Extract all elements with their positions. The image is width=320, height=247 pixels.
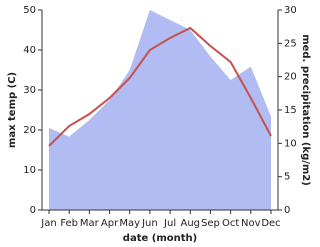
x-tick-label: Mar — [80, 218, 100, 229]
y2-tick-label: 10 — [284, 138, 297, 149]
x-tick-label: Aug — [181, 218, 201, 229]
y2-tick-label: 20 — [284, 72, 297, 83]
y2-tick-label: 15 — [284, 105, 297, 116]
y-axis-title: max temp (C) — [7, 72, 18, 148]
x-tick-label: Nov — [241, 218, 261, 229]
y2-tick-label: 5 — [284, 172, 290, 183]
x-tick-label: May — [119, 218, 140, 229]
y-tick-label: 10 — [23, 165, 36, 176]
x-tick-label: Feb — [60, 218, 78, 229]
y-tick-label: 30 — [23, 85, 36, 96]
x-tick-label: Apr — [101, 218, 119, 229]
y-tick-label: 20 — [23, 125, 36, 136]
temp-line — [48, 26, 272, 147]
x-tick-label: Jan — [40, 218, 56, 229]
x-axis-title: date (month) — [123, 233, 197, 244]
x-tick-label: Oct — [222, 218, 239, 229]
y2-tick-label: 30 — [284, 5, 297, 16]
y2-tick-label: 25 — [284, 38, 297, 49]
x-tick-label: Sep — [201, 218, 220, 229]
y2-axis-title: med. precipitation (kg/m2) — [300, 34, 311, 186]
precipitation-area — [49, 10, 271, 210]
y2-tick-label: 0 — [284, 205, 290, 216]
x-tick-label: Jul — [163, 218, 176, 229]
y-tick-label: 50 — [23, 5, 36, 16]
x-tick-label: Dec — [261, 218, 280, 229]
x-tick-label: Jun — [141, 218, 158, 229]
y-tick-label: 0 — [30, 205, 36, 216]
y-tick-label: 40 — [23, 45, 36, 56]
